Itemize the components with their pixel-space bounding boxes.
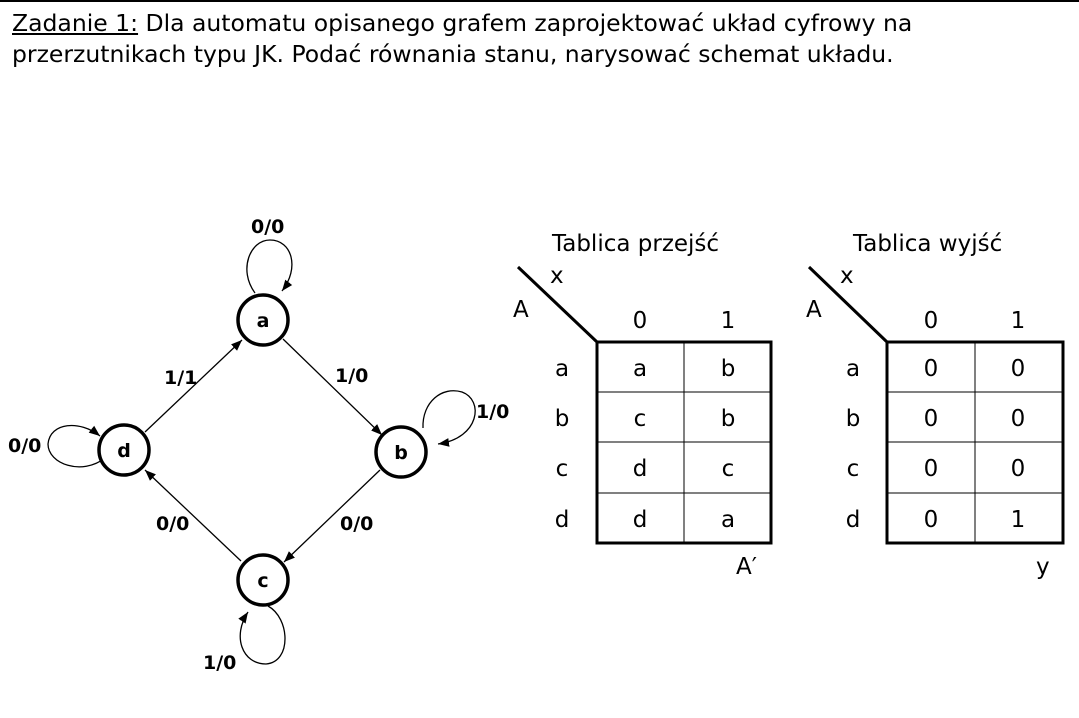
transition-cell: d <box>633 456 648 482</box>
transition-row-header-d: d <box>555 507 570 533</box>
edge-label-c-c: 1/0 <box>203 652 236 674</box>
transition-col-header-1: 1 <box>721 308 736 334</box>
transition-row-header-c: c <box>556 456 569 482</box>
transition-cell: d <box>633 507 648 533</box>
transition-row-var: A <box>513 297 529 323</box>
loop-b <box>422 390 476 447</box>
output-row-var: A <box>806 297 822 323</box>
node-d-label: d <box>117 440 131 462</box>
loop-d <box>47 424 106 468</box>
transition-cell: c <box>634 406 647 432</box>
output-row-header-d: d <box>846 507 861 533</box>
state-graph: a b c d 0/0 1/0 1/0 0/0 1/0 0/0 0/0 1/1 <box>8 216 509 674</box>
node-a <box>236 293 290 347</box>
output-table-diagonal <box>807 265 889 344</box>
output-col-header-1: 1 <box>1011 308 1026 334</box>
transition-cell: b <box>721 406 736 432</box>
transition-result-label: A′ <box>736 554 757 580</box>
node-b <box>374 425 428 479</box>
output-cell: 0 <box>924 406 939 432</box>
edge-label-a-a: 0/0 <box>251 216 284 238</box>
transition-row-header-b: b <box>555 406 570 432</box>
transition-cell: a <box>721 507 735 533</box>
output-table: Tablica wyjść x A 0 1 a b c d 0 0 0 0 0 … <box>806 231 1065 580</box>
node-d <box>97 423 151 477</box>
node-a-label: a <box>257 310 270 332</box>
edge-label-a-b: 1/0 <box>335 365 368 387</box>
edge-label-c-d: 0/0 <box>156 513 189 535</box>
transition-table-title: Tablica przejść <box>551 231 719 257</box>
output-row-header-b: b <box>846 406 861 432</box>
transition-table: Tablica przejść x A 0 1 a b c d a b c b … <box>513 231 773 580</box>
transition-col-header-0: 0 <box>633 308 648 334</box>
edge-a-to-b <box>282 338 383 436</box>
output-col-header-0: 0 <box>924 308 939 334</box>
transition-table-diagonal <box>516 265 599 344</box>
transition-cell: b <box>721 356 736 382</box>
output-cell: 0 <box>924 356 939 382</box>
output-row-header-a: a <box>846 356 860 382</box>
output-col-var: x <box>840 263 854 289</box>
transition-cell: a <box>633 356 647 382</box>
output-cell: 0 <box>924 456 939 482</box>
output-cell: 0 <box>1011 456 1026 482</box>
transition-cell: c <box>722 456 735 482</box>
node-b-label: b <box>394 442 408 464</box>
transition-col-var: x <box>550 263 564 289</box>
output-cell: 0 <box>1011 406 1026 432</box>
output-row-header-c: c <box>847 456 860 482</box>
task-label: Zadanie 1: <box>12 9 139 37</box>
output-cell: 0 <box>1011 356 1026 382</box>
node-c-label: c <box>257 570 268 592</box>
edge-d-to-a <box>144 339 243 433</box>
output-result-label: y <box>1036 554 1050 580</box>
task-text: Dla automatu opisanego grafem zaprojekto… <box>12 9 913 68</box>
output-cell: 1 <box>1011 507 1026 533</box>
task-statement: Zadanie 1: Dla automatu opisanego grafem… <box>12 8 1072 70</box>
loop-c <box>238 605 286 665</box>
edge-label-b-c: 0/0 <box>340 513 373 535</box>
transition-row-header-a: a <box>555 356 569 382</box>
edge-b-to-c <box>283 469 381 563</box>
output-table-title: Tablica wyjść <box>852 231 1002 257</box>
edge-label-d-d: 0/0 <box>8 435 41 457</box>
edge-label-b-b: 1/0 <box>476 401 509 423</box>
top-border-line <box>0 0 1079 2</box>
output-cell: 0 <box>924 507 939 533</box>
edge-c-to-d <box>144 469 242 562</box>
loop-a <box>246 239 293 294</box>
edge-label-d-a: 1/1 <box>164 367 197 389</box>
node-c <box>236 553 290 607</box>
